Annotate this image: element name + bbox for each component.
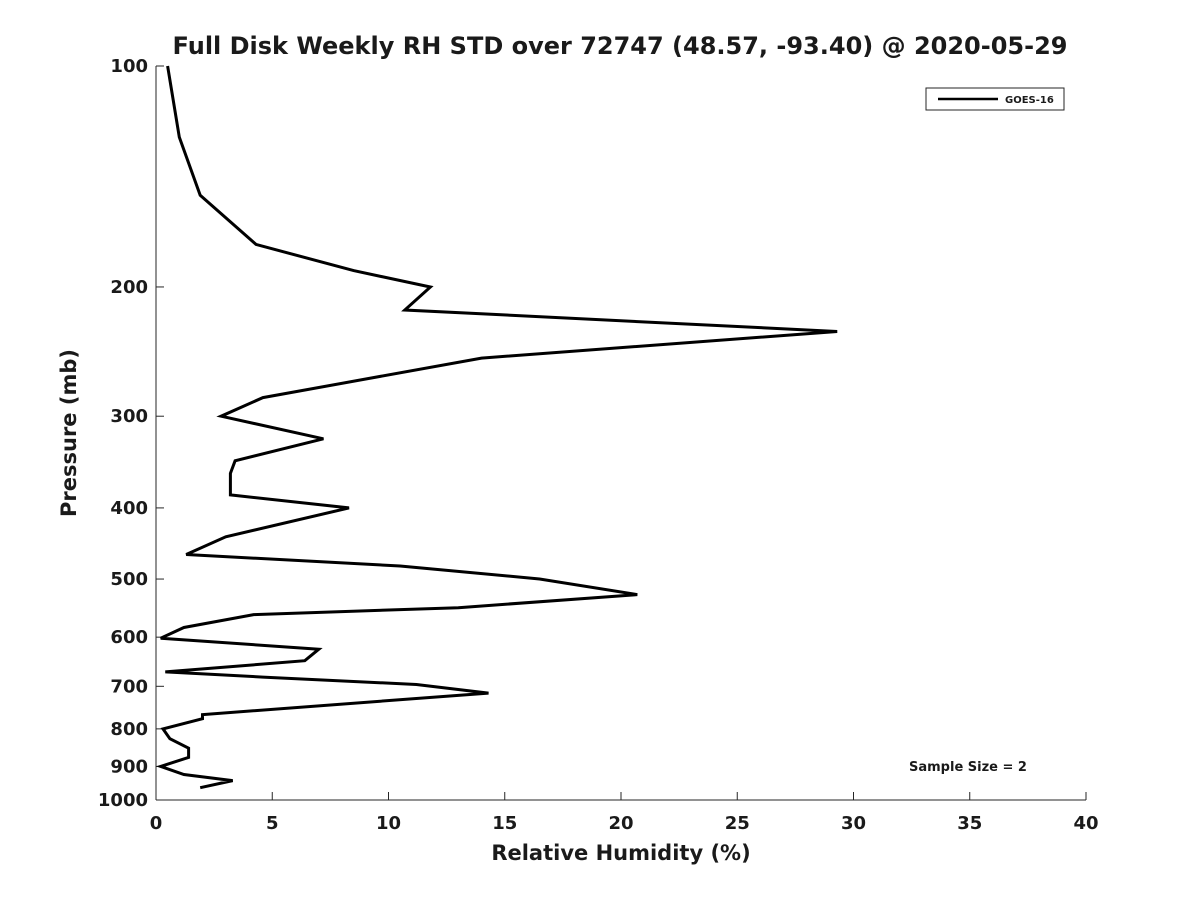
y-tick-label: 800 xyxy=(110,719,148,740)
sample-size-annotation: Sample Size = 2 xyxy=(909,760,1027,775)
legend-label: GOES-16 xyxy=(1005,95,1054,106)
y-tick-label: 200 xyxy=(110,277,148,298)
x-tick-label: 20 xyxy=(608,813,633,834)
x-tick-label: 0 xyxy=(150,813,163,834)
y-tick-label: 100 xyxy=(110,56,148,77)
x-tick-label: 25 xyxy=(725,813,750,834)
y-tick-label: 1000 xyxy=(98,790,148,811)
y-axis-label: Pressure (mb) xyxy=(57,349,81,517)
y-ticks: 100 200 300 400 500 600 700 800 900 1000 xyxy=(98,56,164,811)
x-tick-label: 30 xyxy=(841,813,866,834)
y-tick-label: 500 xyxy=(110,569,148,590)
y-tick-label: 600 xyxy=(110,627,148,648)
x-ticks: 0 5 10 15 20 25 30 35 40 xyxy=(150,792,1099,834)
x-tick-label: 10 xyxy=(376,813,401,834)
y-tick-label: 300 xyxy=(110,406,148,427)
x-tick-label: 40 xyxy=(1073,813,1098,834)
y-tick-label: 900 xyxy=(110,756,148,777)
legend: GOES-16 xyxy=(925,87,1065,111)
y-tick-label: 400 xyxy=(110,498,148,519)
series-layer xyxy=(155,65,838,790)
x-tick-label: 5 xyxy=(266,813,279,834)
x-axis-label: Relative Humidity (%) xyxy=(491,841,750,865)
x-tick-label: 35 xyxy=(957,813,982,834)
x-tick-label: 15 xyxy=(492,813,517,834)
y-tick-label: 700 xyxy=(110,676,148,697)
series-line xyxy=(155,65,838,790)
chart-title: Full Disk Weekly RH STD over 72747 (48.5… xyxy=(173,32,1068,60)
